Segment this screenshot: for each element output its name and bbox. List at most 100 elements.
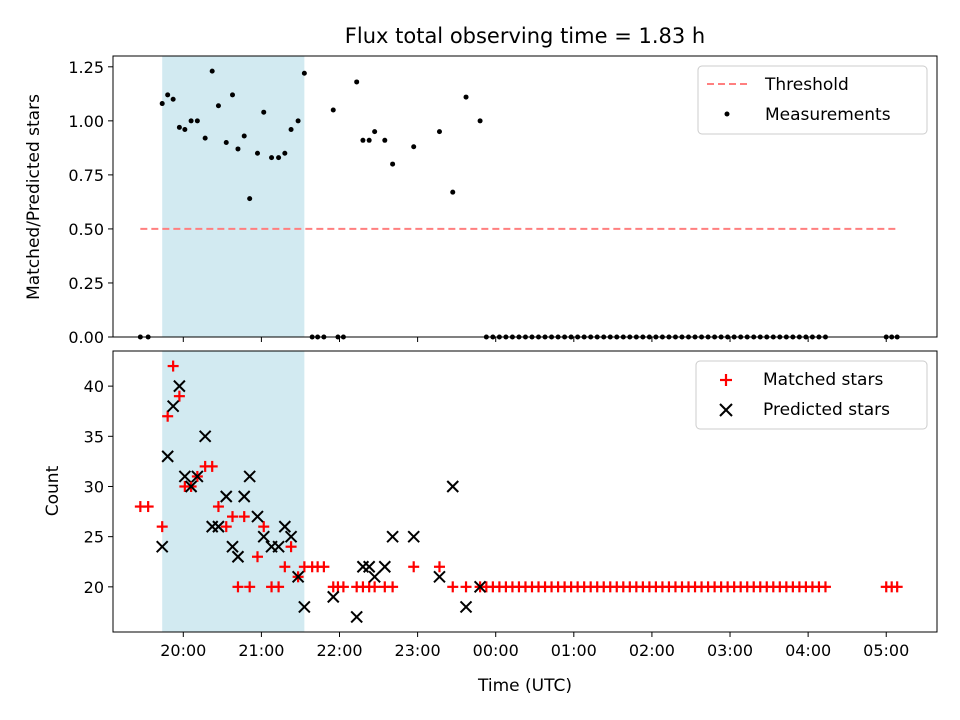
- x-tick-label: 21:00: [238, 641, 284, 660]
- matched-star-point: [460, 581, 472, 593]
- matched-star-point: [251, 551, 263, 563]
- x-tick-label: 20:00: [160, 641, 206, 660]
- measurement-point: [170, 96, 176, 102]
- measurement-point: [229, 92, 235, 98]
- measurement-point: [215, 103, 221, 109]
- measurement-point: [366, 137, 372, 143]
- predicted-star-point: [378, 560, 392, 573]
- matched-star-point: [433, 561, 445, 573]
- measurement-point: [276, 155, 282, 161]
- matched-star-point: [258, 521, 270, 533]
- x-tick-label: 05:00: [863, 641, 909, 660]
- predicted-stars-legend-icon: [719, 403, 733, 417]
- predicted-star-point: [161, 450, 174, 463]
- top-y-tick-label: 1.00: [68, 112, 104, 131]
- x-tick-label: 00:00: [473, 641, 519, 660]
- matched-star-point: [273, 581, 285, 593]
- measurement-point: [360, 137, 366, 143]
- x-axis-label: Time (UTC): [477, 676, 572, 696]
- top-y-tick-label: 0.00: [68, 328, 104, 347]
- predicted-star-point: [272, 540, 285, 553]
- predicted-star-point: [386, 530, 399, 543]
- matched-star-point: [173, 390, 185, 402]
- predicted-star-point: [173, 379, 186, 393]
- measurement-point: [241, 133, 247, 139]
- matched-star-point: [206, 460, 218, 472]
- measurement-point: [209, 68, 215, 74]
- predicted-star-point: [446, 480, 459, 493]
- measurement-point: [165, 92, 171, 98]
- predicted-star-point: [473, 580, 487, 594]
- x-tick-label: 04:00: [785, 641, 831, 660]
- measurement-point: [182, 126, 188, 132]
- bottom-axis-ticks: 20:00 21:00 22:00 23:00 00:00 01:00 02:00 03:00…: [84, 377, 910, 660]
- measurement-point: [247, 196, 253, 202]
- x-tick-label: 03:00: [707, 641, 753, 660]
- measurement-point: [477, 118, 483, 124]
- top-legend: Threshold Measurements: [697, 65, 928, 135]
- x-tick-label: 01:00: [551, 641, 597, 660]
- measurement-point: [436, 129, 442, 135]
- top-y-tick-label: 0.75: [68, 166, 104, 185]
- predicted-star-point: [251, 510, 264, 523]
- measurement-point: [382, 137, 388, 143]
- predicted-star-point: [278, 520, 292, 533]
- measurement-point: [176, 124, 182, 130]
- predicted-star-point: [178, 470, 192, 483]
- predicted-star-point: [243, 470, 256, 483]
- matched-star-point: [212, 501, 224, 513]
- matched-star-point: [447, 581, 459, 593]
- predicted-star-point: [220, 490, 233, 503]
- measurement-point: [235, 146, 241, 152]
- matched-star-point: [318, 561, 330, 573]
- matched-star-point: [156, 521, 168, 533]
- predicted-star-point: [166, 399, 180, 413]
- matched-stars-legend-icon: [720, 374, 732, 386]
- matched-star-point: [226, 511, 238, 523]
- measurement-point: [301, 70, 307, 76]
- bottom-y-axis-label: Count: [43, 465, 63, 516]
- top-axes-frame: [112, 55, 938, 338]
- measurement-point: [188, 118, 194, 124]
- measurement-point: [159, 101, 165, 107]
- measurement-point: [194, 118, 200, 124]
- matched-star-point: [891, 581, 903, 593]
- measurement-point: [254, 150, 260, 156]
- top-shaded-span: [162, 56, 305, 337]
- measurement-point: [282, 150, 288, 156]
- bottom-data-marks: [134, 360, 903, 624]
- measurement-point: [202, 135, 208, 141]
- measurement-point: [450, 189, 456, 195]
- matched-star-point: [337, 581, 349, 593]
- predicted-star-point: [459, 600, 473, 614]
- predicted-star-point: [212, 520, 225, 533]
- top-panel: 0.00 0.25 0.50 0.75 1.00 1.25 Matched/Predict…: [24, 55, 938, 347]
- measurement-point: [463, 94, 469, 100]
- predicted-star-point: [184, 480, 198, 493]
- matched-star-point: [167, 360, 179, 372]
- x-tick-label: 23:00: [395, 641, 441, 660]
- predicted-star-point: [327, 590, 340, 604]
- predicted-star-point: [407, 530, 420, 543]
- legend-threshold-label: Threshold: [764, 75, 849, 95]
- bottom-y-tick-label: 25: [84, 528, 104, 547]
- figure-title: Flux total observing time = 1.83 h: [345, 24, 705, 48]
- bottom-y-tick-label: 30: [84, 477, 104, 496]
- predicted-star-point: [191, 470, 204, 483]
- matched-star-point: [285, 541, 297, 553]
- bottom-panel: 20:00 21:00 22:00 23:00 00:00 01:00 02:00 03:00…: [43, 350, 938, 696]
- matched-star-point: [232, 581, 244, 593]
- measurement-point: [223, 139, 229, 145]
- predicted-star-point: [433, 570, 446, 584]
- top-axis-ticks: 0.00 0.25 0.50 0.75 1.00 1.25: [68, 58, 887, 347]
- predicted-star-point: [284, 530, 298, 543]
- bottom-y-tick-label: 20: [84, 578, 104, 597]
- measurements-legend-icon: [724, 111, 730, 117]
- predicted-star-point: [155, 540, 169, 553]
- legend-matched-label: Matched stars: [763, 370, 883, 390]
- top-y-tick-label: 0.50: [68, 220, 104, 239]
- predicted-star-point: [368, 570, 381, 584]
- matched-star-point: [162, 410, 174, 422]
- matched-star-point: [238, 511, 250, 523]
